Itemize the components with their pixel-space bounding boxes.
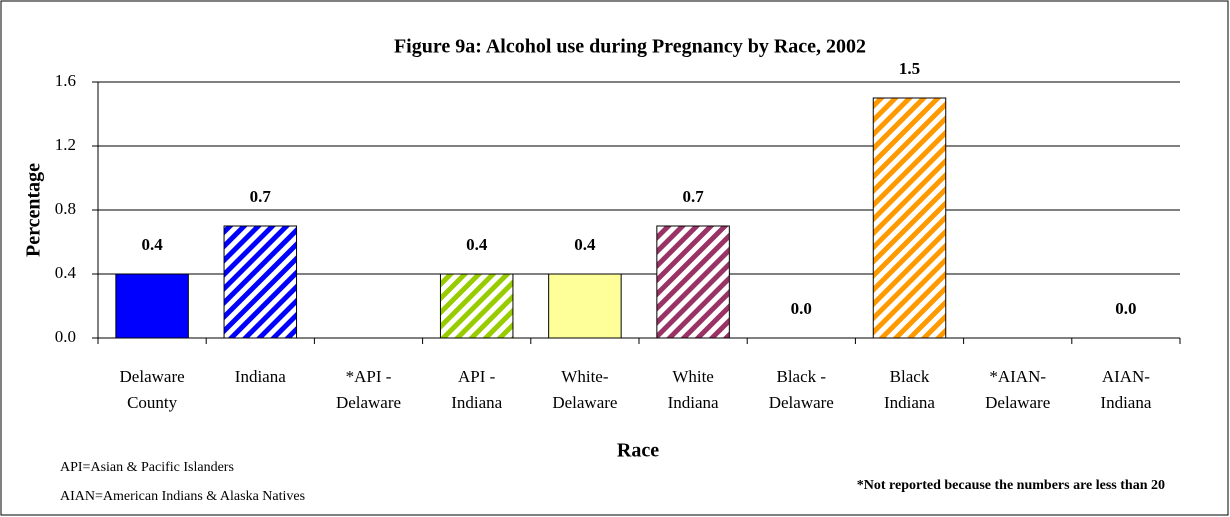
- x-tick-label: Indiana: [451, 393, 502, 412]
- chart-title: Figure 9a: Alcohol use during Pregnancy …: [394, 36, 866, 58]
- data-label: 1.5: [899, 59, 920, 78]
- note: API=Asian & Pacific Islanders: [60, 460, 234, 475]
- data-label: 0.4: [466, 235, 488, 254]
- x-tick-label: Delaware: [552, 393, 617, 412]
- x-tick-label: AIAN-: [1102, 367, 1150, 386]
- x-tick-label: County: [127, 393, 178, 412]
- note: AIAN=American Indians & Alaska Natives: [60, 489, 305, 504]
- footnote: *Not reported because the numbers are le…: [857, 478, 1165, 493]
- x-tick-label: *API -: [346, 367, 392, 386]
- x-tick-label: Black -: [777, 367, 827, 386]
- data-label: 0.0: [791, 299, 812, 318]
- x-tick-label: Indiana: [235, 367, 286, 386]
- x-tick-label: Delaware: [985, 393, 1050, 412]
- bar: [872, 97, 947, 339]
- y-tick-label: 0.8: [55, 199, 76, 218]
- x-tick-label: Delaware: [120, 367, 185, 386]
- data-label: 0.4: [141, 235, 163, 254]
- x-tick-label: Delaware: [769, 393, 834, 412]
- data-label: 0.0: [1115, 299, 1136, 318]
- x-axis-label: Race: [617, 440, 659, 462]
- y-tick-label: 0.4: [55, 263, 77, 282]
- y-tick-label: 1.6: [55, 71, 76, 90]
- x-tick-label: Indiana: [1100, 393, 1151, 412]
- data-label: 0.4: [574, 235, 596, 254]
- y-tick-label: 1.2: [55, 135, 76, 154]
- x-tick-label: Indiana: [668, 393, 719, 412]
- y-axis-label: Percentage: [23, 163, 45, 257]
- x-tick-label: Indiana: [884, 393, 935, 412]
- bar: [656, 225, 730, 339]
- bar: [115, 273, 189, 339]
- x-tick-label: Delaware: [336, 393, 401, 412]
- data-label: 0.7: [250, 187, 272, 206]
- x-tick-label: White-: [561, 367, 609, 386]
- bar: [439, 273, 514, 339]
- x-tick-label: *AIAN-: [989, 367, 1046, 386]
- bar: [223, 225, 298, 339]
- x-tick-label: White: [672, 367, 714, 386]
- y-tick-label: 0.0: [55, 327, 76, 346]
- x-tick-label: API -: [458, 367, 496, 386]
- x-tick-label: Black: [890, 367, 930, 386]
- data-label: 0.7: [682, 187, 704, 206]
- bar: [548, 273, 622, 339]
